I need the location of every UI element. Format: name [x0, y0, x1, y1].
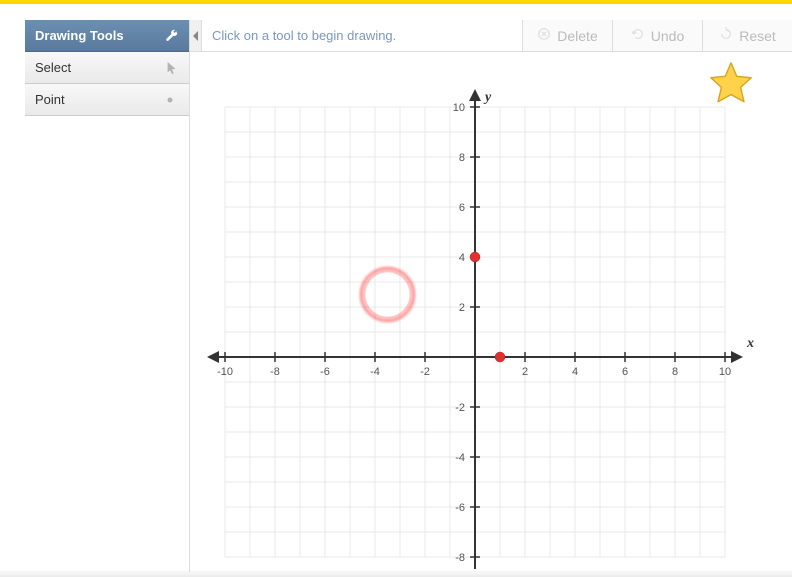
svg-text:-8: -8 [270, 366, 280, 378]
bottom-shadow [0, 569, 792, 577]
favorite-star-icon[interactable] [707, 60, 755, 108]
svg-text:2: 2 [459, 302, 465, 314]
delete-label: Delete [557, 28, 597, 44]
wrench-icon [165, 29, 179, 43]
svg-text:4: 4 [459, 252, 465, 264]
reset-button[interactable]: Reset [702, 20, 792, 51]
graph-canvas[interactable]: -10 -8 -6 -4 -2 2 4 6 8 10 2 4 6 8 10 -2 -4 -6 -8 x y [190, 52, 790, 572]
svg-text:6: 6 [622, 366, 628, 378]
svg-text:-10: -10 [217, 366, 233, 378]
tool-select[interactable]: Select [25, 52, 189, 84]
undo-button[interactable]: Undo [612, 20, 702, 51]
svg-text:-2: -2 [455, 402, 465, 414]
hint-bar: Click on a tool to begin drawing. [202, 20, 522, 51]
app-container: Drawing Tools Select Point Click on a to… [0, 20, 792, 572]
main-area: Click on a tool to begin drawing. Delete… [190, 20, 792, 572]
delete-icon [537, 27, 551, 44]
undo-label: Undo [651, 28, 684, 44]
drawing-tools-title: Drawing Tools [35, 28, 124, 43]
svg-text:10: 10 [719, 366, 731, 378]
tool-select-label: Select [35, 60, 71, 75]
drawing-tools-header: Drawing Tools [25, 20, 189, 52]
svg-text:-8: -8 [455, 552, 465, 564]
tool-point[interactable]: Point [25, 84, 189, 116]
svg-text:2: 2 [522, 366, 528, 378]
drawing-tools-panel: Drawing Tools Select Point [25, 20, 190, 572]
tool-point-label: Point [35, 92, 65, 107]
dot-icon [165, 93, 179, 107]
top-controls: Click on a tool to begin drawing. Delete… [190, 20, 792, 52]
svg-text:8: 8 [672, 366, 678, 378]
undo-icon [631, 27, 645, 44]
delete-button[interactable]: Delete [522, 20, 612, 51]
collapse-sidebar-handle[interactable] [190, 20, 202, 51]
chevron-left-icon [193, 31, 199, 41]
svg-text:x: x [746, 336, 754, 351]
cursor-icon [165, 61, 179, 75]
svg-text:6: 6 [459, 202, 465, 214]
svg-text:10: 10 [453, 102, 465, 114]
svg-text:-6: -6 [320, 366, 330, 378]
reset-label: Reset [739, 28, 776, 44]
svg-text:4: 4 [572, 366, 578, 378]
coordinate-grid: -10 -8 -6 -4 -2 2 4 6 8 10 2 4 6 8 10 -2 -4 -6 -8 x y [190, 52, 790, 572]
svg-text:-2: -2 [420, 366, 430, 378]
reset-icon [719, 27, 733, 44]
svg-text:y: y [483, 90, 492, 105]
hint-text: Click on a tool to begin drawing. [212, 28, 396, 43]
spacer [0, 4, 792, 20]
svg-text:8: 8 [459, 152, 465, 164]
svg-text:-4: -4 [370, 366, 380, 378]
svg-text:-4: -4 [455, 452, 465, 464]
svg-text:-6: -6 [455, 502, 465, 514]
